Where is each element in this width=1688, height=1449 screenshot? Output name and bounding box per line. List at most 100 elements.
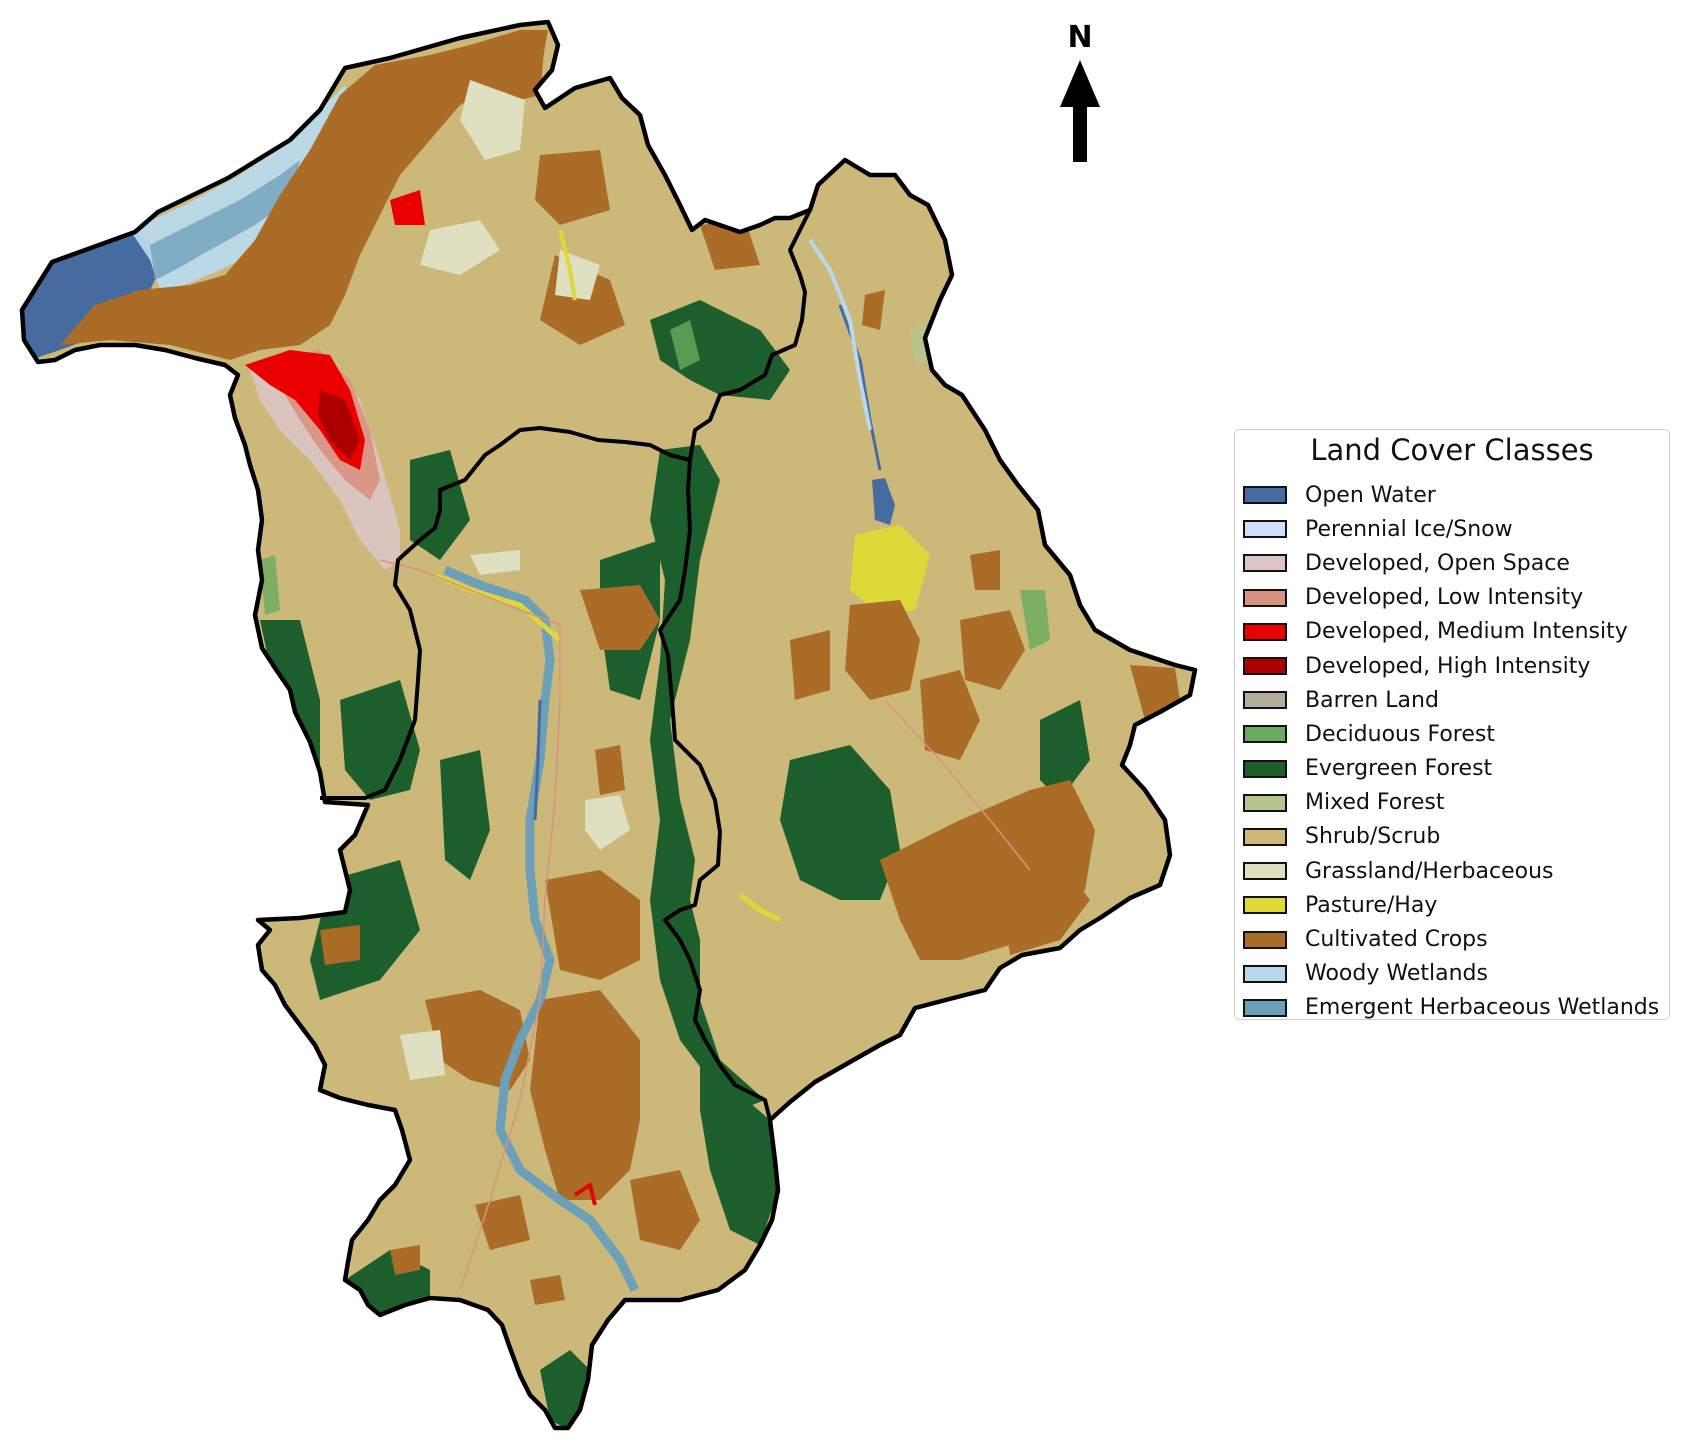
legend-label: Developed, Open Space [1305,550,1570,576]
legend-label: Shrub/Scrub [1305,824,1441,850]
land-cover-patch [470,550,520,575]
land-cover-patch [790,630,830,700]
legend-label: Developed, Low Intensity [1305,585,1584,611]
legend: Land Cover Classes Open Water Perennial I… [1234,429,1670,1020]
legend-label: Grassland/Herbaceous [1305,858,1554,884]
land-cover-patch [580,585,660,650]
land-cover-patch [60,30,548,360]
legend-label: Woody Wetlands [1305,961,1488,987]
legend-item: Barren Land [1243,683,1659,717]
land-cover-river [533,699,542,821]
legend-item: Developed, Medium Intensity [1243,615,1659,649]
subwatershed-boundaries [320,209,812,1121]
legend-swatch [1243,998,1287,1017]
legend-swatch [1243,486,1287,505]
subwatershed-boundary-line [658,459,772,1121]
land-cover-raster [22,22,1195,1428]
land-cover-patch [400,1030,445,1080]
legend-label: Open Water [1305,482,1436,508]
land-cover-river [379,559,561,1291]
land-cover-patch [390,190,425,225]
legend-label: Developed, Medium Intensity [1305,619,1628,645]
legend-label: Cultivated Crops [1305,927,1488,953]
legend-swatch [1243,725,1287,744]
legend-label: Barren Land [1305,687,1439,713]
legend-swatch [1243,520,1287,539]
legend-swatch [1243,930,1287,949]
land-cover-patch [530,990,640,1200]
land-cover-river [808,238,872,431]
land-cover-patch [545,870,640,980]
land-cover-river [573,1183,597,1206]
land-cover-patch [910,320,930,365]
land-cover-river [838,304,882,471]
legend-item: Developed, Open Space [1243,546,1659,580]
land-cover-patch [970,550,1000,590]
land-cover-patch [535,150,610,225]
land-cover-patch [530,1275,565,1305]
land-cover-river [884,699,1031,871]
land-cover-patch [650,445,765,1110]
land-cover-patch [420,220,500,275]
land-cover-river [558,229,577,301]
subwatershed-boundary-line [320,209,812,800]
legend-swatch [1243,657,1287,676]
legend-swatch [1243,827,1287,846]
land-cover-patch [700,1060,778,1245]
legend-item: Grassland/Herbaceous [1243,854,1659,888]
land-cover-patch [780,745,900,900]
land-cover-patch [845,600,920,700]
legend-item: Mixed Forest [1243,786,1659,820]
legend-swatch [1243,793,1287,812]
legend-swatch [1243,862,1287,881]
land-cover-patch [630,1170,700,1250]
land-cover-patch [390,1245,420,1275]
land-cover-patch [585,795,630,850]
legend-label: Mixed Forest [1305,790,1445,816]
land-cover-patch [320,925,360,965]
land-cover-patch [460,80,525,160]
north-label: N [1067,20,1093,55]
land-cover-patch [670,320,700,370]
land-cover-patch [260,555,280,615]
land-cover-patch [425,990,530,1090]
land-cover-patch [540,1350,590,1428]
land-cover-patch [340,680,420,800]
legend-label: Perennial Ice/Snow [1305,516,1513,542]
land-cover-patch [920,670,980,760]
land-cover-patch [1040,700,1090,800]
legend-swatch [1243,554,1287,573]
land-cover-patch [440,750,490,880]
legend-item: Woody Wetlands [1243,957,1659,991]
land-cover-patch [150,160,300,280]
legend-item: Deciduous Forest [1243,717,1659,751]
legend-title: Land Cover Classes [1310,433,1594,467]
legend-item: Emergent Herbaceous Wetlands [1243,991,1659,1025]
legend-item: Perennial Ice/Snow [1243,512,1659,546]
legend-label: Pasture/Hay [1305,892,1438,918]
land-cover-patch [1000,860,1090,955]
legend-label: Deciduous Forest [1305,721,1495,747]
legend-item: Developed, Low Intensity [1243,581,1659,615]
legend-swatch [1243,622,1287,641]
legend-item: Evergreen Forest [1243,752,1659,786]
land-cover-patch [960,610,1025,690]
legend-item: Shrub/Scrub [1243,820,1659,854]
legend-item: Cultivated Crops [1243,922,1659,956]
land-cover-patch [318,390,360,460]
land-cover-patch [250,350,400,570]
land-cover-patch [475,1195,530,1250]
legend-swatch [1243,964,1287,983]
watershed-outer-boundary [19,19,1198,1431]
land-cover-river [738,893,782,923]
legend-label: Emergent Herbaceous Wetlands [1305,995,1660,1021]
north-arrow-icon [1060,60,1100,162]
legend-swatch [1243,759,1287,778]
legend-list: Open Water Perennial Ice/Snow Developed, O… [1243,478,1659,1025]
legend-item: Pasture/Hay [1243,888,1659,922]
land-cover-patch [862,290,885,330]
legend-swatch [1243,691,1287,710]
land-cover-patch [850,525,930,615]
legend-swatch [1243,588,1287,607]
